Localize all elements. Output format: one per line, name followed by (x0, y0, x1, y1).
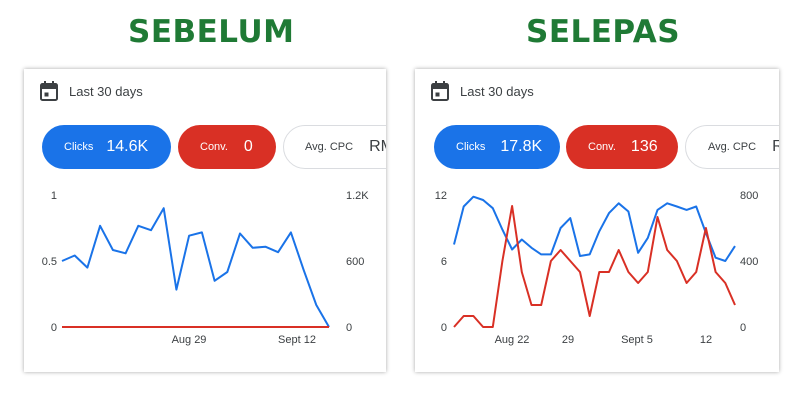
x-axis-tick: Aug 29 (172, 334, 207, 346)
left-axis-tick: 1 (51, 190, 57, 202)
date-range-label: Last 30 days (69, 83, 143, 99)
left-axis-tick: 0.5 (42, 256, 57, 268)
conversions-metric-chip[interactable]: Conv. 136 (566, 125, 678, 169)
left-axis-tick: 0 (51, 322, 57, 334)
clicks-series-line (61, 207, 330, 328)
panel-after: Last 30 days Clicks 17.8K Conv. 136 Avg.… (415, 69, 779, 372)
avg-cpc-metric-chip[interactable]: Avg. CPC RI (685, 125, 779, 169)
calendar-icon (431, 81, 449, 101)
clicks-label: Clicks (456, 141, 486, 153)
calendar-icon (40, 81, 58, 101)
avg-cpc-value: RI (772, 138, 779, 155)
left-axis-tick: 6 (441, 256, 447, 268)
date-range-selector[interactable]: Last 30 days (431, 81, 534, 101)
right-axis-tick: 600 (346, 256, 364, 268)
conversions-series-line (453, 205, 736, 328)
x-axis-tick: 29 (562, 334, 574, 346)
conversions-label: Conv. (200, 141, 228, 153)
right-axis-tick: 1.2K (346, 190, 369, 202)
x-axis-tick: Sept 12 (278, 334, 316, 346)
clicks-metric-chip[interactable]: Clicks 14.6K (42, 125, 171, 169)
x-axis-tick: 12 (700, 334, 712, 346)
panel-before: Last 30 days Clicks 14.6K Conv. 0 Avg. C… (24, 69, 386, 372)
avg-cpc-label: Avg. CPC (305, 141, 354, 153)
x-axis-tick: Sept 5 (621, 334, 653, 346)
clicks-series-line (453, 195, 736, 262)
clicks-value: 17.8K (500, 138, 543, 155)
clicks-label: Clicks (64, 141, 94, 153)
conversions-label: Conv. (588, 141, 616, 153)
conversions-metric-chip[interactable]: Conv. 0 (178, 125, 276, 169)
right-axis-tick: 800 (740, 190, 758, 202)
right-axis-tick: 0 (740, 322, 746, 334)
left-axis-tick: 12 (435, 190, 447, 202)
conversions-value: 136 (630, 138, 658, 155)
date-range-selector[interactable]: Last 30 days (40, 81, 143, 101)
right-axis-tick: 0 (346, 322, 352, 334)
x-axis-tick: Aug 22 (495, 334, 530, 346)
clicks-metric-chip[interactable]: Clicks 17.8K (434, 125, 560, 169)
avg-cpc-metric-chip[interactable]: Avg. CPC RM (283, 125, 386, 169)
right-axis-tick: 400 (740, 256, 758, 268)
avg-cpc-value: RM (369, 138, 386, 155)
avg-cpc-label: Avg. CPC (708, 141, 757, 153)
date-range-label: Last 30 days (460, 83, 534, 99)
heading-before: SEBELUM (128, 14, 295, 50)
chart-before: 1 0.5 0 1.2K 600 0 Aug 29 Sept 12 (42, 190, 370, 346)
chart-after: 12 6 0 800 400 0 Aug 22 29 Sept 5 12 (435, 190, 759, 346)
conversions-value: 0 (243, 138, 253, 155)
heading-after: SELEPAS (526, 14, 681, 50)
left-axis-tick: 0 (441, 322, 447, 334)
clicks-value: 14.6K (106, 138, 149, 155)
